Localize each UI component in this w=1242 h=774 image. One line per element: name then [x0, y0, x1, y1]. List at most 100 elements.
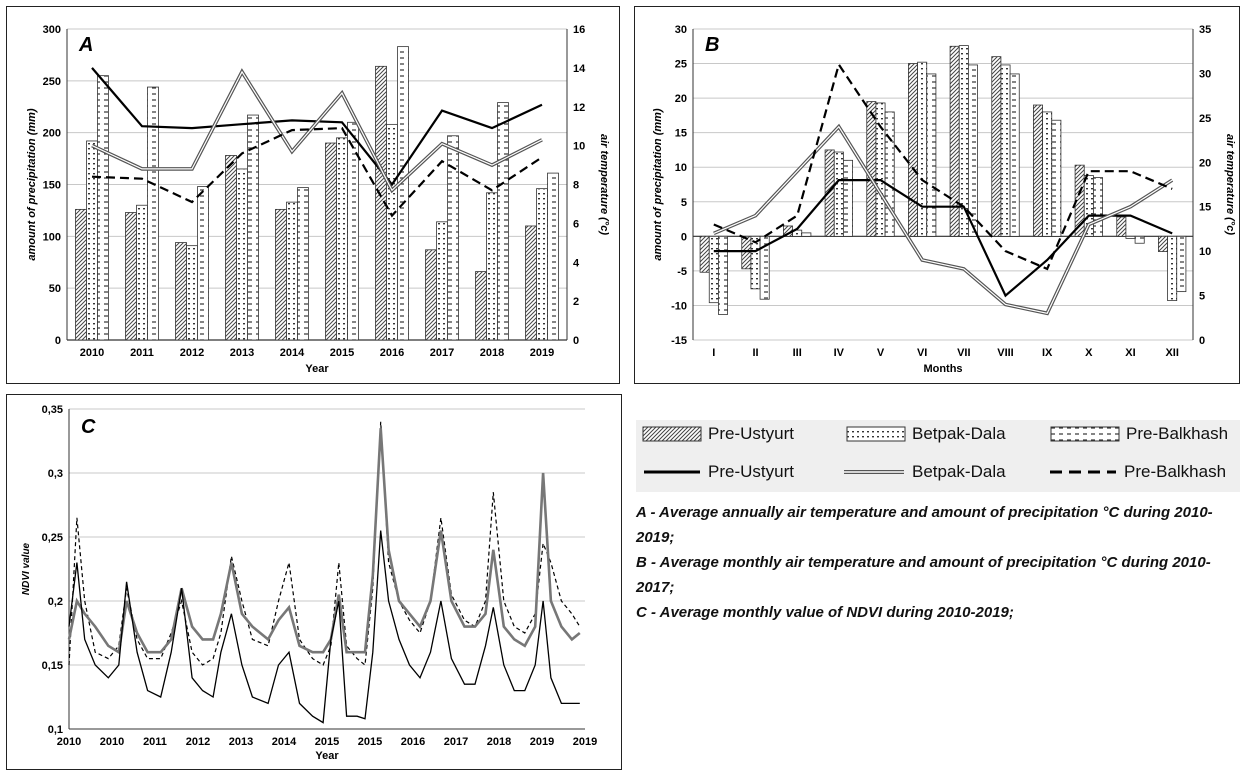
- y-tick-label: 50: [49, 283, 61, 295]
- bar-pre-ustyurt: [699, 235, 710, 273]
- y2-tick-label: 30: [1199, 68, 1211, 80]
- x-tick-label: VIII: [997, 347, 1014, 359]
- x-tick-label: 2016: [401, 736, 425, 748]
- x-tick-label: 2015: [315, 736, 339, 748]
- x-tick-label: 2010: [100, 736, 124, 748]
- bar-pre-ustyurt: [991, 56, 1002, 237]
- y2-tick-label: 35: [1199, 24, 1211, 36]
- series-line-inner-betpak-dala: [713, 125, 1173, 314]
- y-tick-label: 0: [55, 335, 61, 347]
- x-tick-label: IV: [834, 347, 845, 359]
- bar-pre-ustyurt: [741, 235, 752, 270]
- bar-pre-ustyurt: [1158, 235, 1168, 252]
- legend-label: Betpak-Dala: [912, 462, 1006, 481]
- chart-panel-c: 0,1 0,15 0,2 0,25 0,3 0,35 2010 2010 2011 2012 201…: [6, 394, 622, 770]
- bar-betpak-dala: [86, 140, 98, 341]
- x-tick-label: 2010: [57, 736, 81, 748]
- y2-tick-label: 12: [573, 102, 585, 114]
- x-tick-label: 2014: [272, 736, 297, 748]
- x-tick-label: X: [1085, 347, 1093, 359]
- y2-tick-label: 0: [573, 335, 579, 347]
- bar-betpak-dala: [436, 221, 448, 341]
- bar-pre-balkhash: [1051, 119, 1062, 237]
- y-tick-label: 30: [675, 24, 687, 36]
- bar-pre-ustyurt: [175, 242, 187, 341]
- x-tick-label: 2015: [358, 736, 382, 748]
- legend-label: Pre-Ustyurt: [708, 462, 794, 481]
- panel-label: C: [81, 416, 96, 438]
- bar-pre-balkhash: [884, 111, 895, 237]
- x-tick-label: II: [752, 347, 758, 359]
- y-tick-label: 0,25: [42, 532, 63, 544]
- x-axis-title: Year: [305, 363, 329, 375]
- panel-label: B: [705, 34, 719, 56]
- x-tick-label: 2013: [230, 347, 254, 359]
- bar-betpak-dala: [1167, 235, 1178, 302]
- chart-a-svg: 0 50 100 150 200 250 300 0 2 4 6 8 10 12 14 16 2010 2011 2…: [26, 24, 610, 375]
- bar-betpak-dala: [833, 151, 844, 237]
- legend-label: Pre-Balkhash: [1124, 462, 1227, 481]
- y2-tick-label: 0: [1199, 335, 1205, 347]
- y-tick-label: 0,15: [42, 660, 63, 672]
- bar-betpak-dala: [917, 61, 928, 237]
- legend-swatch-hatch-dots: [846, 426, 906, 442]
- bar-pre-ustyurt: [75, 208, 87, 341]
- x-tick-label: 2012: [180, 347, 204, 359]
- bar-betpak-dala: [1042, 111, 1053, 237]
- y-tick-label: 10: [675, 162, 687, 174]
- y2-tick-label: 2: [573, 296, 579, 308]
- bar-pre-balkhash: [801, 232, 812, 237]
- x-tick-label: 2013: [229, 736, 253, 748]
- y-tick-label: 0,3: [48, 468, 63, 480]
- y-tick-label: 0,35: [42, 404, 63, 416]
- bar-pre-balkhash: [147, 86, 159, 341]
- x-tick-label: 2018: [487, 736, 511, 748]
- x-tick-label: 2012: [186, 736, 210, 748]
- bar-pre-balkhash: [1093, 177, 1103, 237]
- legend-swatch-line-solid: [644, 470, 700, 474]
- bar-pre-ustyurt: [125, 212, 137, 341]
- bar-pre-ustyurt: [949, 45, 960, 237]
- bar-betpak-dala: [286, 201, 298, 341]
- y2-tick-label: 10: [1199, 246, 1211, 258]
- y2-tick-label: 5: [1199, 291, 1205, 303]
- bar-pre-balkhash: [1134, 235, 1145, 244]
- y-tick-label: -15: [671, 335, 687, 347]
- y2-tick-label: 14: [573, 63, 586, 75]
- x-tick-label: 2017: [444, 736, 468, 748]
- y-tick-label: 300: [43, 24, 61, 36]
- y2-tick-label: 8: [573, 180, 579, 192]
- bar-pre-ustyurt: [1116, 216, 1127, 237]
- series-line-betpak-dala: [713, 123, 1174, 316]
- y-tick-label: 0: [681, 231, 687, 243]
- x-tick-label: 2011: [130, 347, 154, 359]
- legend-swatch-line-double: [844, 470, 904, 474]
- x-tick-label: 2016: [380, 347, 404, 359]
- y2-tick-label: 16: [573, 24, 585, 36]
- x-tick-label: 2011: [143, 736, 167, 748]
- chart-panel-a: 0 50 100 150 200 250 300 0 2 4 6 8 10 12 14 16 2010 2011 2…: [6, 6, 620, 384]
- bar-betpak-dala: [136, 204, 148, 341]
- legend-line-betpak-dala: Betpak-Dala: [842, 462, 1006, 482]
- legend-bar-pre-balkhash: Pre-Balkhash: [1050, 424, 1228, 444]
- x-tick-label: XI: [1125, 347, 1135, 359]
- x-tick-label: V: [877, 347, 885, 359]
- x-tick-label: 2019: [530, 736, 554, 748]
- bar-pre-balkhash: [547, 172, 559, 341]
- legend-bar-betpak-dala: Betpak-Dala: [846, 424, 1006, 444]
- y-tick-label: 0,2: [48, 596, 63, 608]
- bar-betpak-dala: [336, 137, 348, 341]
- bar-pre-ustyurt: [475, 271, 487, 341]
- series-line-pre-balkhash: [68, 421, 581, 667]
- y-tick-label: 15: [675, 128, 687, 140]
- y-tick-label: 150: [43, 180, 61, 192]
- y2-tick-label: 15: [1199, 202, 1211, 214]
- y-tick-label: 25: [675, 59, 687, 71]
- bar-pre-ustyurt: [908, 63, 918, 237]
- bar-betpak-dala: [750, 235, 761, 290]
- legend-label: Betpak-Dala: [912, 424, 1006, 443]
- caption-c: C - Average monthly value of NDVI during…: [636, 604, 1014, 621]
- bar-pre-ustyurt: [425, 249, 437, 341]
- bar-pre-balkhash: [497, 102, 509, 341]
